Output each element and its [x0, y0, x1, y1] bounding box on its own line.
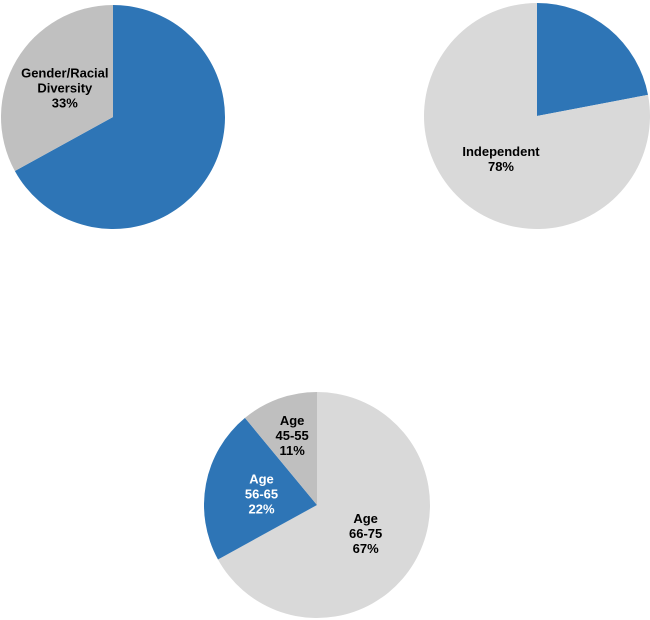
pie-slice: [217, 392, 430, 618]
pie-slice: [244, 392, 317, 505]
slice-label: Independent: [462, 144, 540, 159]
slice-label: Age 56-65: [245, 471, 278, 501]
slice-value-label: 22%: [248, 501, 274, 516]
slice-value-label: 78%: [488, 159, 514, 174]
pie-slice: [424, 3, 650, 229]
slice-value-label: 67%: [353, 541, 379, 556]
pie-slice: [203, 417, 317, 560]
pie-slice: [537, 3, 648, 116]
slice-label: Age 45-55: [275, 413, 308, 443]
slice-label: Gender/Racial Diversity: [21, 65, 108, 95]
pie-slice: [0, 5, 114, 171]
slice-value-label: 11%: [279, 443, 305, 458]
pie-slice: [14, 5, 225, 229]
slice-label: Age 66-75: [349, 511, 382, 541]
slice-value-label: 33%: [52, 95, 78, 110]
